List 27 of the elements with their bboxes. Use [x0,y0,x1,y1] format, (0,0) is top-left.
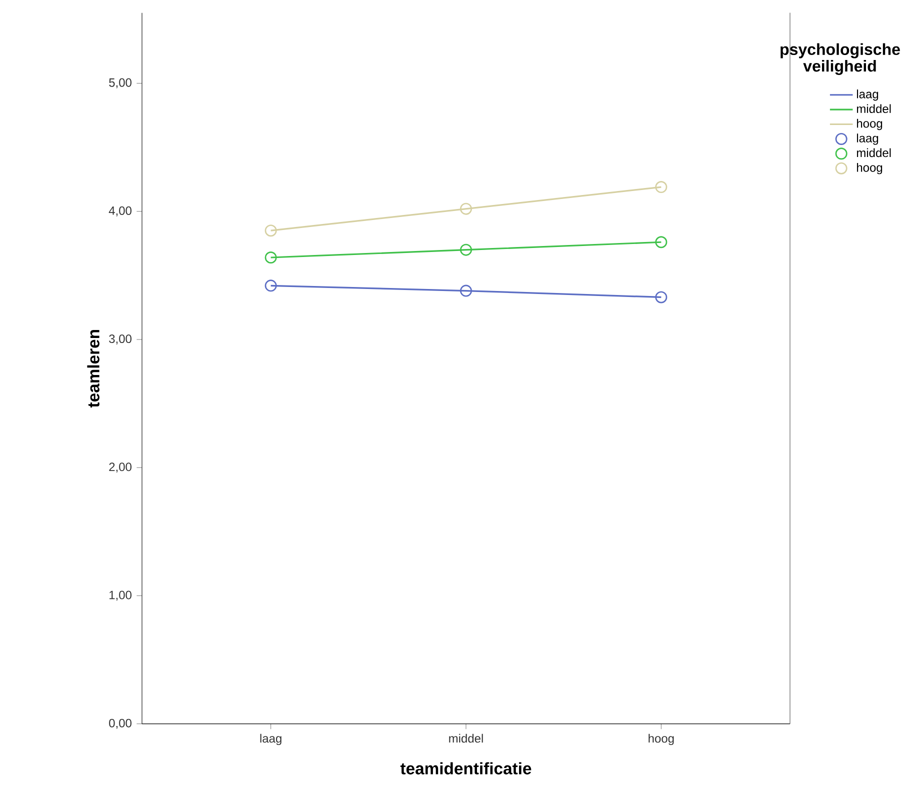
point [264,280,277,292]
y-tick-label: 5,00 [109,78,132,88]
point [264,252,277,264]
y-tick-label: 0,00 [109,718,132,729]
legend-label: hoog [857,118,882,130]
point [264,224,277,237]
point [460,244,472,256]
legend-label: laag [856,90,878,101]
point [460,202,472,215]
y-tick-label: 2,00 [109,462,132,473]
y-tick-label: 4,00 [108,206,132,216]
x-axis-title: teamidentificatie [400,762,532,774]
legend-label: laag [856,134,878,145]
legend-label: middel [856,148,891,158]
point [655,291,668,304]
x-tick-label: middel [449,734,483,743]
y-axis-title: teamleren [87,330,100,408]
x-tick-label: laag [260,734,282,746]
y-tick-label: 1,00 [110,590,132,601]
x-tick-label: hoog [648,734,674,746]
y-tick-label: 3,00 [109,334,132,344]
legend-label: middel [856,104,891,114]
point [655,236,668,248]
legend-title: psychologische veiligheid [780,43,900,75]
point [655,181,668,194]
legend-label: hoog [857,162,882,174]
point [460,284,472,297]
